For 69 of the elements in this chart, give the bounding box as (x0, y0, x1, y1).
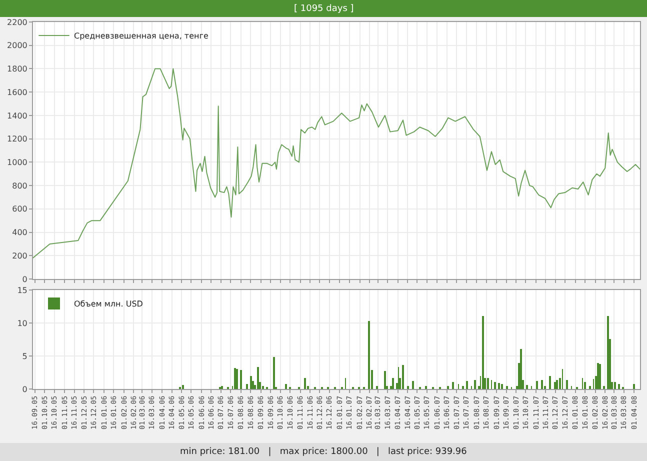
y-tick-label: 5 (22, 352, 28, 361)
y-tick-label: 2000 (7, 41, 28, 50)
y-tick-label: 0 (22, 384, 28, 394)
bar (556, 380, 558, 389)
bar (182, 385, 184, 389)
bar (447, 386, 449, 389)
bar (236, 369, 238, 389)
bar (498, 383, 500, 389)
bar (554, 382, 556, 389)
chart-title: [ 1095 days ] (294, 4, 354, 14)
y-tick-label: 1600 (7, 88, 28, 97)
bar (234, 368, 236, 389)
bar (607, 316, 609, 389)
y-tick-label: 10 (17, 318, 28, 328)
y-tick-label: 1400 (7, 111, 28, 120)
text: min price: 181.00 | max price: 1800.00 | last price: 939.96 (180, 447, 468, 457)
y-tick-label: 200 (12, 251, 28, 260)
bar (526, 385, 528, 389)
bar (304, 378, 306, 389)
bar (257, 367, 259, 389)
bar (474, 380, 476, 389)
bar (494, 382, 496, 389)
bar (618, 384, 620, 389)
bar (603, 386, 605, 389)
y-tick-label: 1000 (7, 158, 28, 167)
bar (412, 381, 414, 389)
bar (549, 376, 551, 389)
bar (262, 386, 264, 389)
legend-label: Объем млн. USD (74, 300, 143, 309)
bar (462, 386, 464, 389)
bar (541, 380, 543, 389)
bar (466, 381, 468, 389)
y-tick-label: 0 (22, 274, 28, 284)
bar (633, 384, 635, 389)
bar (402, 365, 404, 389)
bar (520, 349, 522, 389)
bar (392, 378, 394, 389)
bar (506, 386, 508, 389)
bar (246, 384, 248, 389)
bar (482, 316, 484, 389)
bar (566, 380, 568, 389)
y-tick-label: 1200 (7, 134, 28, 144)
bar (384, 371, 386, 389)
bar (376, 386, 378, 389)
bar (221, 386, 223, 389)
bar (452, 382, 454, 389)
bar (597, 363, 599, 389)
y-tick-label: 600 (12, 204, 28, 214)
bar (273, 357, 275, 389)
y-tick-label: 2200 (7, 18, 28, 27)
bar (614, 382, 616, 389)
line-series (33, 68, 640, 258)
y-tick-label: 15 (17, 286, 28, 295)
bar (407, 386, 409, 389)
bar (240, 370, 242, 389)
y-tick-label: 400 (12, 228, 28, 238)
bar (589, 386, 591, 389)
y-tick-label: 800 (12, 181, 28, 190)
bar (584, 382, 586, 389)
bar (501, 384, 503, 389)
bar (536, 381, 538, 389)
bar (599, 364, 601, 389)
y-tick-label: 1800 (7, 64, 28, 74)
bar (285, 384, 287, 389)
legend-label: Средневзвешенная цена, тенге (74, 32, 208, 41)
bar (425, 386, 427, 389)
bar (487, 378, 489, 389)
bar (368, 321, 370, 389)
bar (250, 376, 252, 389)
